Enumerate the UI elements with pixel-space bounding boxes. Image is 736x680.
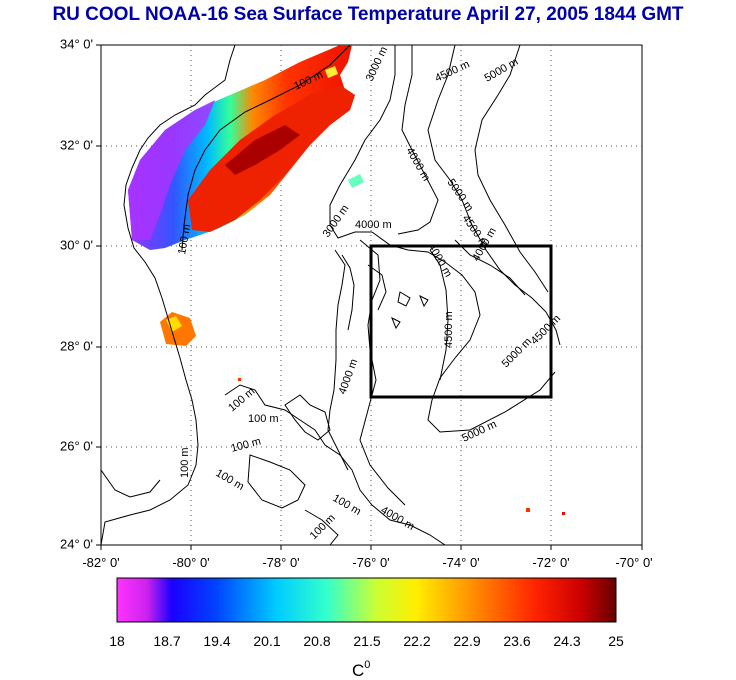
contour-label: 100 m — [230, 435, 263, 455]
map-title: RU COOL NOAA-16 Sea Surface Temperature … — [52, 4, 684, 25]
lon-label: -80° 0' — [172, 555, 209, 570]
sst-data-swath — [128, 45, 565, 515]
lon-label: -76° 0' — [352, 555, 389, 570]
colorbar-tick: 22.2 — [403, 633, 430, 649]
contour-label: 5000 m — [483, 56, 521, 85]
contour-label: 4500 m — [433, 58, 471, 84]
colorbar-unit: C0 — [352, 659, 370, 680]
colorbar-tick: 21.5 — [353, 633, 380, 649]
bathymetry-contours — [181, 45, 561, 433]
contour-label: 100 m — [179, 447, 191, 478]
lat-label: 34° 0' — [60, 36, 93, 51]
longitude-labels: -82° 0' -80° 0' -78° 0' -76° 0' -74° 0' … — [82, 555, 652, 570]
lon-label: -70° 0' — [615, 555, 652, 570]
contour-label: 4000 m — [379, 504, 417, 533]
lat-label: 30° 0' — [60, 237, 93, 252]
colorbar: 18 18.7 19.4 20.1 20.8 21.5 22.2 22.9 23… — [109, 577, 624, 680]
contour-label: 4000 m — [403, 146, 432, 184]
contour-label: 100 m — [248, 413, 279, 425]
colorbar-tick: 22.9 — [453, 633, 480, 649]
contour-label: 100 m — [176, 223, 193, 255]
contour-label: 4500 m — [529, 313, 563, 347]
contour-label: 100 m — [331, 492, 363, 518]
contour-label: 5000 m — [500, 336, 534, 370]
bahamas-outlines — [224, 239, 446, 545]
contour-label: 100 m — [226, 385, 257, 414]
colorbar-tick: 18 — [109, 633, 125, 649]
lon-label: -72° 0' — [532, 555, 569, 570]
contour-label: 4000 m — [355, 219, 392, 231]
lat-label: 26° 0' — [60, 438, 93, 453]
colorbar-tick: 20.1 — [253, 633, 280, 649]
lat-label: 24° 0' — [60, 536, 93, 551]
colorbar-tick: 20.8 — [303, 633, 330, 649]
lon-label: -78° 0' — [262, 555, 299, 570]
contour-label: 5000 m — [460, 418, 498, 444]
coastline-mainland — [101, 45, 236, 545]
contour-label: 3000 m — [364, 45, 390, 83]
study-region-box — [369, 244, 553, 399]
latitude-labels: 34° 0' 32° 0' 30° 0' 28° 0' 26° 0' 24° 0… — [60, 36, 93, 551]
lon-label: -82° 0' — [82, 555, 119, 570]
contour-label: 4500 m — [443, 311, 455, 348]
contour-label: 100 m — [214, 467, 246, 493]
colorbar-tick: 19.4 — [203, 633, 230, 649]
tick-marks — [96, 44, 643, 550]
lat-label: 32° 0' — [60, 137, 93, 152]
colorbar-gradient — [116, 577, 617, 623]
colorbar-tick: 23.6 — [503, 633, 530, 649]
contour-label: 4000 m — [337, 357, 361, 396]
colorbar-tick: 24.3 — [553, 633, 580, 649]
lat-label: 28° 0' — [60, 338, 93, 353]
contour-label: 5000 m — [445, 177, 476, 214]
colorbar-tick: 25 — [608, 633, 624, 649]
lon-label: -74° 0' — [442, 555, 479, 570]
contour-label: 100 m — [308, 512, 338, 542]
colorbar-tick: 18.7 — [153, 633, 180, 649]
